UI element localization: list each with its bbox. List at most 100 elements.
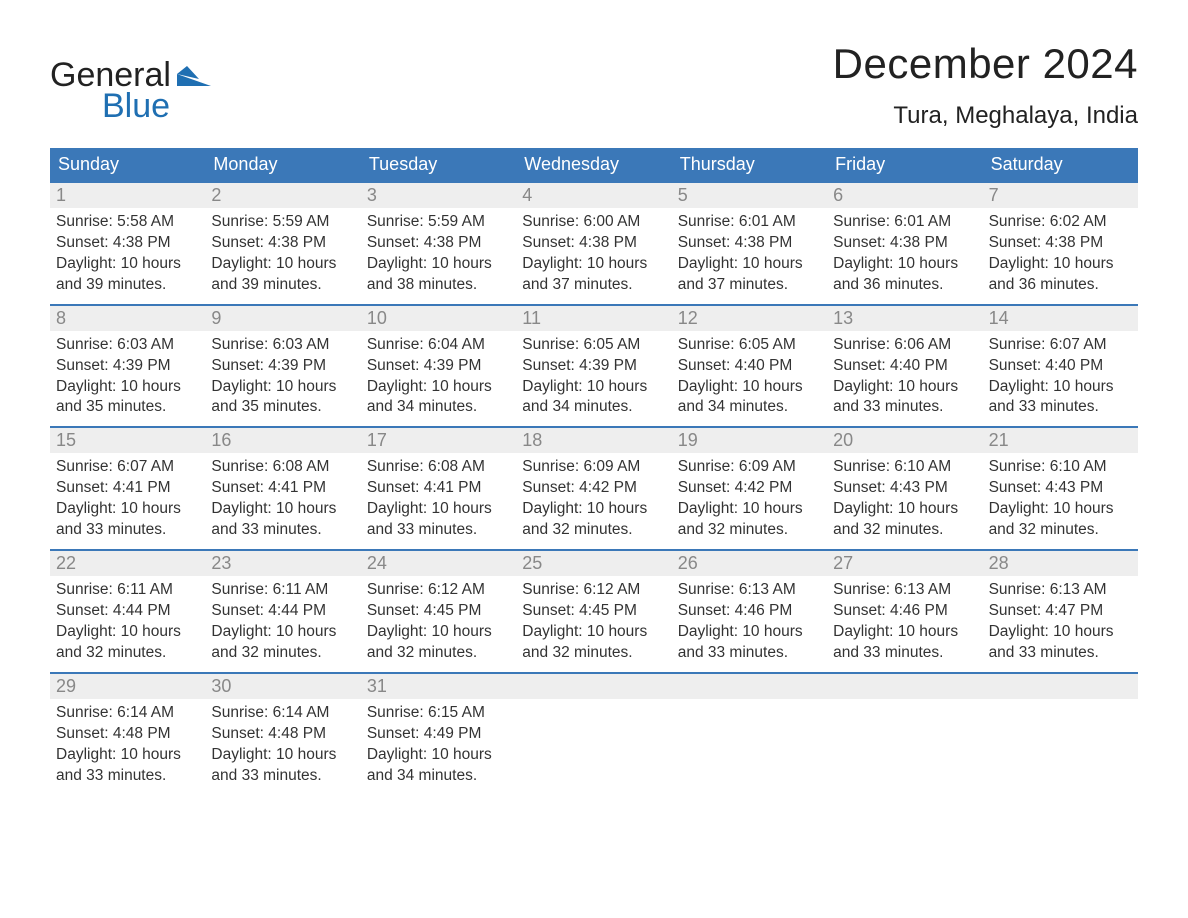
sunrise-text: Sunrise: 6:13 AM [678,580,821,601]
daylight-text-2: and 33 minutes. [989,397,1132,418]
day-cell: Sunrise: 6:09 AMSunset: 4:42 PMDaylight:… [516,453,671,549]
day-cell: Sunrise: 6:13 AMSunset: 4:46 PMDaylight:… [827,576,982,672]
day-number: 14 [983,306,1138,331]
daylight-text-1: Daylight: 10 hours [522,254,665,275]
sunrise-text: Sunrise: 6:08 AM [211,457,354,478]
day-number: 19 [672,428,827,453]
sunset-text: Sunset: 4:38 PM [989,233,1132,254]
sunrise-text: Sunrise: 6:05 AM [522,335,665,356]
week-block: 22232425262728Sunrise: 6:11 AMSunset: 4:… [50,549,1138,672]
day-number: 6 [827,183,982,208]
sunrise-text: Sunrise: 6:09 AM [522,457,665,478]
daylight-text-2: and 33 minutes. [678,643,821,664]
sunset-text: Sunset: 4:49 PM [367,724,510,745]
daylight-text-2: and 33 minutes. [56,520,199,541]
day-data-row: Sunrise: 6:03 AMSunset: 4:39 PMDaylight:… [50,331,1138,427]
daylight-text-2: and 32 minutes. [522,643,665,664]
day-cell: Sunrise: 6:10 AMSunset: 4:43 PMDaylight:… [983,453,1138,549]
sunset-text: Sunset: 4:41 PM [56,478,199,499]
daylight-text-1: Daylight: 10 hours [367,745,510,766]
sunrise-text: Sunrise: 6:11 AM [211,580,354,601]
day-number-row: 22232425262728 [50,551,1138,576]
header-row: General Blue December 2024 Tura, Meghala… [50,40,1138,130]
sunset-text: Sunset: 4:41 PM [211,478,354,499]
daylight-text-2: and 39 minutes. [211,275,354,296]
daylight-text-2: and 33 minutes. [56,766,199,787]
daylight-text-2: and 39 minutes. [56,275,199,296]
location-label: Tura, Meghalaya, India [833,102,1138,130]
sunrise-text: Sunrise: 6:10 AM [833,457,976,478]
day-cell: Sunrise: 6:14 AMSunset: 4:48 PMDaylight:… [50,699,205,795]
daylight-text-2: and 35 minutes. [211,397,354,418]
sunset-text: Sunset: 4:41 PM [367,478,510,499]
dow-monday: Monday [205,148,360,181]
day-data-row: Sunrise: 6:11 AMSunset: 4:44 PMDaylight:… [50,576,1138,672]
sunset-text: Sunset: 4:39 PM [211,356,354,377]
day-number: 17 [361,428,516,453]
daylight-text-2: and 33 minutes. [211,766,354,787]
sunset-text: Sunset: 4:38 PM [211,233,354,254]
sunrise-text: Sunrise: 6:01 AM [678,212,821,233]
week-block: 891011121314Sunrise: 6:03 AMSunset: 4:39… [50,304,1138,427]
daylight-text-2: and 34 minutes. [367,766,510,787]
daylight-text-1: Daylight: 10 hours [833,377,976,398]
day-cell: Sunrise: 6:03 AMSunset: 4:39 PMDaylight:… [50,331,205,427]
day-cell: Sunrise: 6:00 AMSunset: 4:38 PMDaylight:… [516,208,671,304]
sunrise-text: Sunrise: 6:12 AM [522,580,665,601]
sunset-text: Sunset: 4:42 PM [522,478,665,499]
day-number: 27 [827,551,982,576]
daylight-text-2: and 34 minutes. [367,397,510,418]
day-number: 5 [672,183,827,208]
dow-friday: Friday [827,148,982,181]
day-cell: Sunrise: 5:58 AMSunset: 4:38 PMDaylight:… [50,208,205,304]
sunrise-text: Sunrise: 6:03 AM [211,335,354,356]
day-number: 12 [672,306,827,331]
sunrise-text: Sunrise: 6:13 AM [989,580,1132,601]
day-number: 23 [205,551,360,576]
daylight-text-2: and 37 minutes. [678,275,821,296]
sunset-text: Sunset: 4:45 PM [522,601,665,622]
daylight-text-1: Daylight: 10 hours [367,499,510,520]
sunset-text: Sunset: 4:45 PM [367,601,510,622]
day-number: 20 [827,428,982,453]
day-cell: Sunrise: 6:04 AMSunset: 4:39 PMDaylight:… [361,331,516,427]
sunrise-text: Sunrise: 6:02 AM [989,212,1132,233]
weeks-container: 1234567Sunrise: 5:58 AMSunset: 4:38 PMDa… [50,181,1138,794]
day-data-row: Sunrise: 6:07 AMSunset: 4:41 PMDaylight:… [50,453,1138,549]
day-number-row: 891011121314 [50,306,1138,331]
day-number: 16 [205,428,360,453]
dow-sunday: Sunday [50,148,205,181]
daylight-text-2: and 34 minutes. [522,397,665,418]
daylight-text-2: and 36 minutes. [989,275,1132,296]
sunrise-text: Sunrise: 6:15 AM [367,703,510,724]
sunset-text: Sunset: 4:46 PM [833,601,976,622]
sunset-text: Sunset: 4:40 PM [833,356,976,377]
daylight-text-1: Daylight: 10 hours [367,377,510,398]
daylight-text-2: and 33 minutes. [833,643,976,664]
daylight-text-1: Daylight: 10 hours [211,377,354,398]
day-cell: Sunrise: 6:01 AMSunset: 4:38 PMDaylight:… [672,208,827,304]
sunset-text: Sunset: 4:39 PM [56,356,199,377]
day-cell: Sunrise: 6:15 AMSunset: 4:49 PMDaylight:… [361,699,516,795]
daylight-text-2: and 37 minutes. [522,275,665,296]
day-cell: Sunrise: 6:05 AMSunset: 4:40 PMDaylight:… [672,331,827,427]
day-number: 1 [50,183,205,208]
dow-saturday: Saturday [983,148,1138,181]
dow-tuesday: Tuesday [361,148,516,181]
sunrise-text: Sunrise: 6:07 AM [989,335,1132,356]
day-number: 4 [516,183,671,208]
day-cell: Sunrise: 6:13 AMSunset: 4:47 PMDaylight:… [983,576,1138,672]
sunrise-text: Sunrise: 6:09 AM [678,457,821,478]
day-cell [827,699,982,795]
dow-thursday: Thursday [672,148,827,181]
sunset-text: Sunset: 4:38 PM [522,233,665,254]
daylight-text-1: Daylight: 10 hours [989,254,1132,275]
day-number: 11 [516,306,671,331]
day-number-row: 15161718192021 [50,428,1138,453]
sunset-text: Sunset: 4:48 PM [56,724,199,745]
daylight-text-1: Daylight: 10 hours [678,254,821,275]
daylight-text-1: Daylight: 10 hours [833,622,976,643]
days-of-week-header: Sunday Monday Tuesday Wednesday Thursday… [50,148,1138,181]
day-number: 24 [361,551,516,576]
sunrise-text: Sunrise: 6:13 AM [833,580,976,601]
